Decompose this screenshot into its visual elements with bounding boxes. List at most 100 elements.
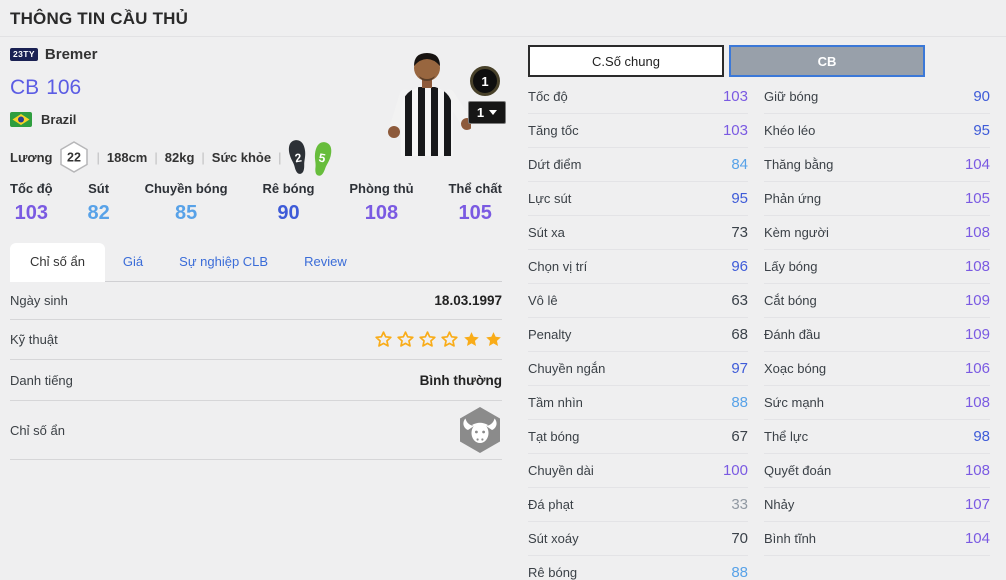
summary-value: 90 xyxy=(277,202,300,224)
stat-row: Rê bóng 88 xyxy=(528,556,748,580)
summary-item: Tốc độ 103 xyxy=(10,181,53,225)
fame-value: Bình thường xyxy=(419,372,502,388)
stat-row: Xoạc bóng 106 xyxy=(764,352,990,386)
summary-item: Thể chất 105 xyxy=(448,181,501,225)
divider xyxy=(201,150,204,165)
weak-foot-value: 2 xyxy=(294,150,303,165)
summary-value: 85 xyxy=(174,202,198,224)
salary-hexagon-icon: 22 xyxy=(60,141,89,173)
stat-value: 90 xyxy=(973,88,990,105)
stat-row: Vô lê 63 xyxy=(528,284,748,318)
table-row: Chỉ số ẩn xyxy=(10,401,502,460)
stat-row: Khéo léo 95 xyxy=(764,114,990,148)
dropdown-caret-icon xyxy=(489,110,498,115)
stat-label: Quyết đoán xyxy=(764,463,832,478)
stat-value: 108 xyxy=(964,224,990,241)
level-dropdown[interactable]: 1 xyxy=(468,101,506,124)
summary-item: Phòng thủ 108 xyxy=(349,181,413,225)
player-name-row: 23TY Bremer xyxy=(10,46,97,63)
summary-value: 82 xyxy=(87,202,110,224)
stat-label: Phản ứng xyxy=(764,191,822,206)
stat-label: Xoạc bóng xyxy=(764,361,827,376)
stat-label: Lấy bóng xyxy=(764,259,818,274)
stat-row: Dứt điểm 84 xyxy=(528,148,748,182)
stat-value: 108 xyxy=(964,258,990,275)
stat-value: 104 xyxy=(964,530,990,547)
star-icon xyxy=(464,332,479,346)
tab-1[interactable]: Giá xyxy=(122,254,144,269)
stat-label: Khéo léo xyxy=(764,123,816,138)
detail-tabs: Chỉ số ẩn Giá Sự nghiệp CLB Review xyxy=(10,243,502,282)
stat-label: Sút xoáy xyxy=(528,531,579,546)
summary-label: Phòng thủ xyxy=(349,181,414,196)
stat-row: Thể lực 98 xyxy=(764,420,990,454)
divider xyxy=(278,150,281,165)
stat-value: 63 xyxy=(731,292,748,309)
stat-row: Cắt bóng 109 xyxy=(764,284,990,318)
player-name: Bremer xyxy=(44,46,98,63)
stat-label: Tốc độ xyxy=(528,89,568,104)
stat-value: 100 xyxy=(722,462,748,479)
summary-label: Chuyền bóng xyxy=(144,181,228,196)
star-icon xyxy=(375,331,392,347)
upgrade-level-badge: 1 xyxy=(470,66,500,96)
tab-2[interactable]: Sự nghiệp CLB xyxy=(179,254,269,269)
stat-value: 103 xyxy=(722,88,748,105)
tab-3[interactable]: Review xyxy=(304,254,347,269)
stat-value: 68 xyxy=(731,326,748,343)
stat-row: Tốc độ 103 xyxy=(528,80,748,114)
stat-label: Kèm người xyxy=(764,225,829,240)
stat-value: 106 xyxy=(964,360,990,377)
stat-value: 104 xyxy=(964,156,990,173)
hidden-info-table: Ngày sinh 18.03.1997 Kỹ thuật Danh tiếng… xyxy=(10,282,502,460)
summary-item: Chuyền bóng 85 xyxy=(145,181,228,225)
stat-value: 108 xyxy=(964,462,990,479)
stat-label: Tầm nhìn xyxy=(528,395,583,410)
star-icon xyxy=(419,331,436,347)
stat-row: Giữ bóng 90 xyxy=(764,80,990,114)
stat-label: Vô lê xyxy=(528,293,558,308)
nation-name: Brazil xyxy=(41,112,77,127)
stat-row: Đánh đầu 109 xyxy=(764,318,990,352)
stat-value: 33 xyxy=(731,496,748,513)
page-header: THÔNG TIN CẦU THỦ xyxy=(0,0,1006,37)
page-title: THÔNG TIN CẦU THỦ xyxy=(10,9,189,28)
stat-value: 84 xyxy=(731,156,748,173)
buffalo-hexagon-icon xyxy=(460,407,500,453)
tab-position-stats[interactable]: CB xyxy=(729,45,925,77)
foot-ratings: 2 5 xyxy=(286,137,338,177)
weak-foot-icon: 2 xyxy=(289,140,306,174)
birth-label: Ngày sinh xyxy=(10,293,68,308)
stat-row: Lấy bóng 108 xyxy=(764,250,990,284)
stat-label: Penalty xyxy=(528,327,572,342)
stat-label: Chuyền ngắn xyxy=(528,361,606,376)
divider xyxy=(96,150,99,165)
summary-label: Rê bóng xyxy=(262,181,315,196)
strong-foot-value: 5 xyxy=(318,151,327,166)
summary-value: 103 xyxy=(14,202,48,224)
stat-label: Bình tĩnh xyxy=(764,531,817,546)
stat-label: Sút xa xyxy=(528,225,565,240)
stat-value: 98 xyxy=(973,428,990,445)
stat-label: Cắt bóng xyxy=(764,293,817,308)
player-attributes-row: Lương 22 188cm 82kg Sức khỏe 2 5 xyxy=(10,137,338,177)
stat-row: Sút xoáy 70 xyxy=(528,522,748,556)
stat-value: 97 xyxy=(731,360,748,377)
star-icon xyxy=(441,331,458,347)
season-badge: 23TY xyxy=(10,48,38,61)
level-dropdown-value: 1 xyxy=(476,105,485,120)
tab-general-stats[interactable]: C.Số chung xyxy=(528,45,724,77)
summary-value: 108 xyxy=(364,202,399,224)
stat-row: Sức mạnh 108 xyxy=(764,386,990,420)
tab-0[interactable]: Chỉ số ẩn xyxy=(10,243,105,282)
stat-value: 109 xyxy=(964,326,990,343)
stat-label: Nhảy xyxy=(764,497,795,512)
stat-row: Bình tĩnh 104 xyxy=(764,522,990,556)
player-photo xyxy=(383,40,473,161)
stat-row: Đá phạt 33 xyxy=(528,488,748,522)
summary-label: Sút xyxy=(88,181,110,196)
position-rating: CB 106 xyxy=(10,76,81,100)
stat-value: 108 xyxy=(964,394,990,411)
stat-value: 88 xyxy=(731,394,748,411)
skill-stars xyxy=(375,331,502,348)
